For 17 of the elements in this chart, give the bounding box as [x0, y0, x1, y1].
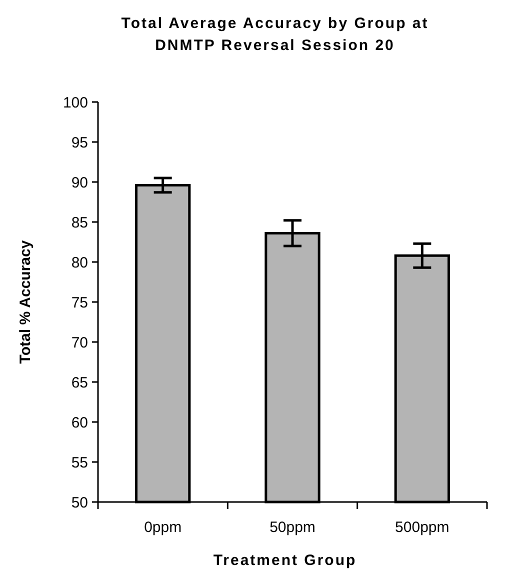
- y-tick-label: 65: [71, 374, 88, 392]
- y-tick-label: 75: [71, 294, 88, 312]
- x-tick-label: 500ppm: [395, 519, 450, 536]
- x-tick-label: 50ppm: [270, 519, 316, 536]
- x-tick-label: 0ppm: [144, 519, 182, 536]
- y-tick-label: 70: [71, 334, 88, 352]
- y-tick-label: 90: [71, 174, 88, 192]
- y-tick-label: 60: [71, 414, 88, 432]
- y-tick-label: 80: [71, 254, 88, 272]
- y-tick-label: 55: [71, 454, 88, 472]
- y-tick-label: 95: [71, 134, 88, 152]
- chart-title: Total Average Accuracy by Group at DNMTP Reversal Session 20: [121, 15, 429, 54]
- x-axis-title: Treatment Group: [213, 552, 357, 569]
- y-tick-label: 100: [62, 94, 88, 112]
- y-tick-label: 50: [71, 494, 88, 512]
- y-axis-title: Total % Accuracy: [17, 240, 34, 364]
- y-tick-label: 85: [71, 214, 88, 232]
